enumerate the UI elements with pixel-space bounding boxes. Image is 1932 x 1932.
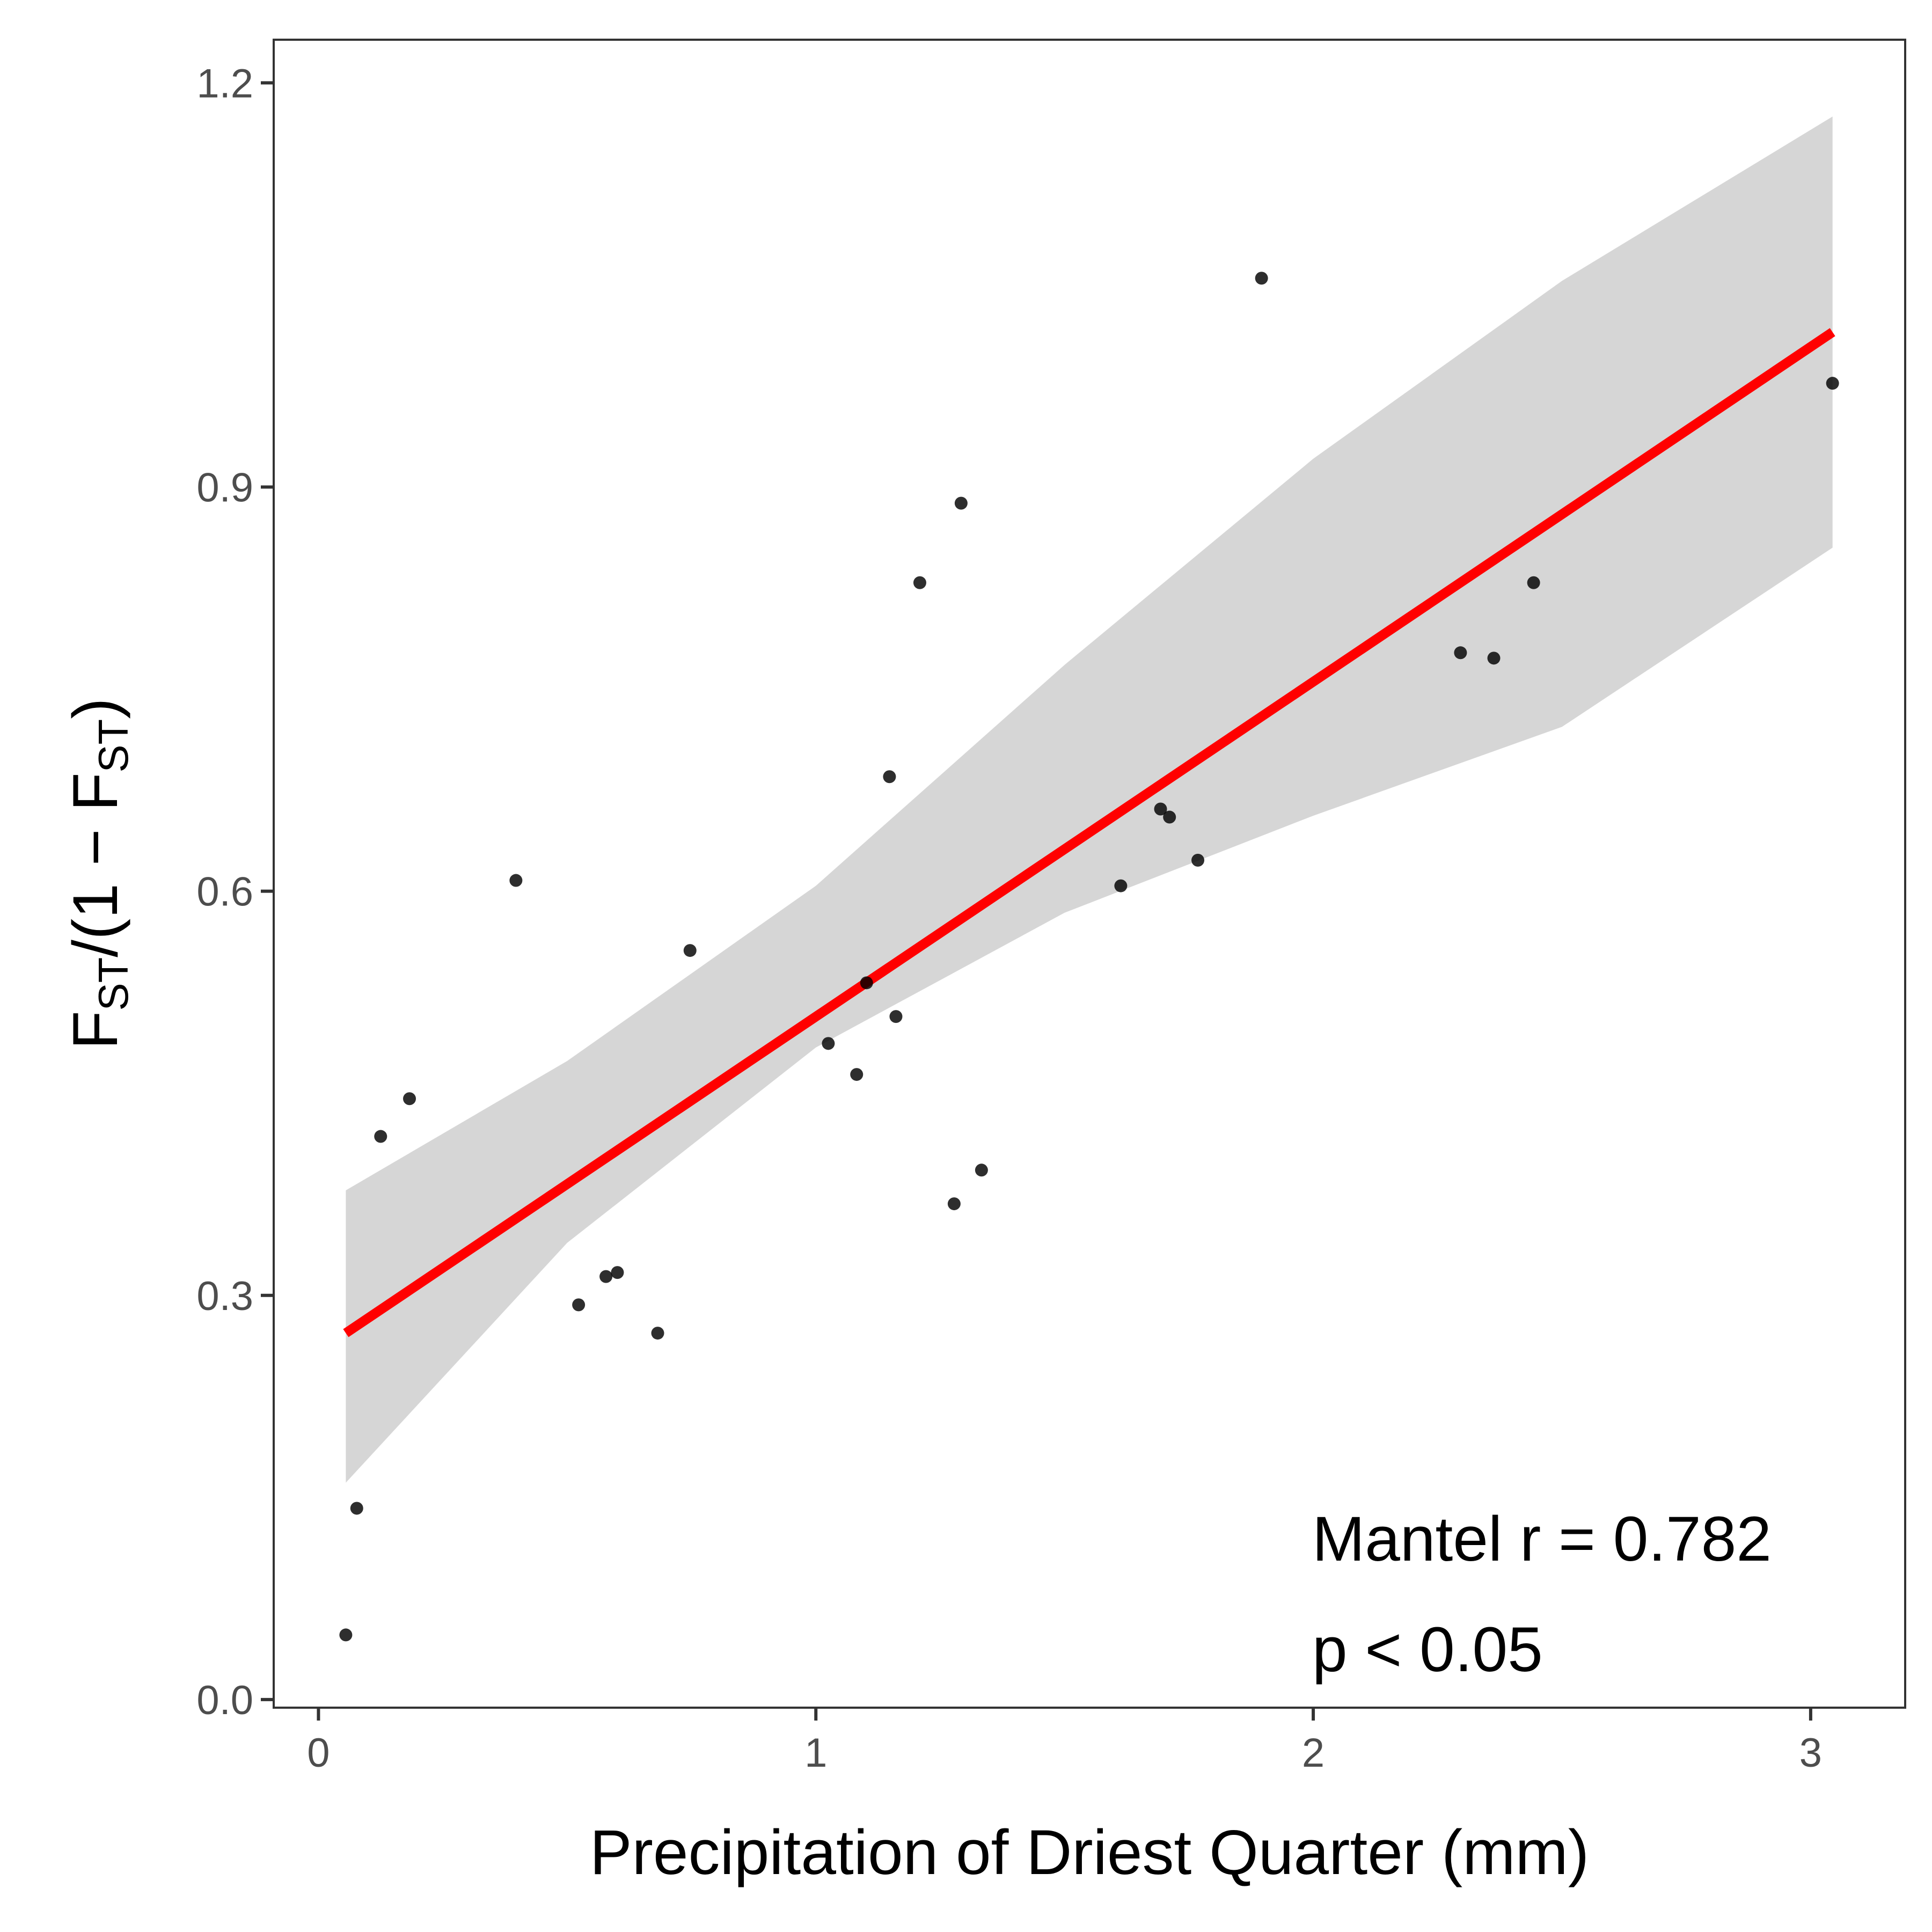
data-point-3 bbox=[374, 1130, 387, 1143]
data-point-28 bbox=[1826, 377, 1839, 390]
data-point-4 bbox=[403, 1092, 416, 1106]
data-point-18 bbox=[954, 496, 968, 510]
data-point-8 bbox=[611, 1266, 624, 1279]
data-point-16 bbox=[913, 576, 926, 589]
y-axis-title-subscript-1: ST bbox=[90, 957, 137, 1011]
data-point-14 bbox=[883, 770, 896, 784]
data-point-1 bbox=[339, 1628, 353, 1642]
y-axis: 0.0 0.3 0.6 0.9 1.2 bbox=[196, 61, 274, 1723]
x-axis-title: Precipitation of Driest Quarter (mm) bbox=[590, 1817, 1589, 1888]
mantel-r-annotation: Mantel r = 0.782 bbox=[1312, 1504, 1772, 1575]
regression-line bbox=[343, 328, 1835, 1337]
y-tick-label-0.0: 0.0 bbox=[196, 1678, 253, 1723]
data-point-10 bbox=[683, 944, 697, 957]
data-point-21 bbox=[1154, 802, 1167, 816]
fit-line-layer bbox=[343, 328, 1835, 1337]
points-layer bbox=[339, 272, 1839, 1642]
x-axis: 0 1 2 3 bbox=[307, 1708, 1822, 1776]
data-point-13 bbox=[860, 976, 873, 990]
p-value-annotation: p < 0.05 bbox=[1312, 1614, 1543, 1685]
confidence-band-layer bbox=[346, 116, 1833, 1483]
data-point-22 bbox=[1163, 810, 1176, 824]
data-point-9 bbox=[651, 1327, 664, 1340]
y-tick-label-1.2: 1.2 bbox=[196, 61, 253, 106]
data-point-12 bbox=[850, 1068, 863, 1081]
y-axis-title-prefix: F bbox=[60, 1011, 131, 1049]
data-point-26 bbox=[1487, 652, 1501, 665]
data-point-7 bbox=[599, 1270, 613, 1283]
y-axis-title-suffix: ) bbox=[60, 698, 131, 719]
data-point-17 bbox=[947, 1197, 961, 1211]
data-point-15 bbox=[889, 1010, 903, 1023]
data-point-27 bbox=[1527, 576, 1540, 589]
data-point-11 bbox=[822, 1037, 835, 1050]
data-point-24 bbox=[1255, 272, 1268, 285]
confidence-band bbox=[346, 116, 1833, 1483]
data-point-25 bbox=[1454, 646, 1467, 660]
data-point-2 bbox=[350, 1502, 363, 1515]
y-tick-label-0.3: 0.3 bbox=[196, 1274, 253, 1319]
y-axis-title-middle: /(1 − F bbox=[60, 772, 131, 957]
y-axis-title: FST/(1 − FST) bbox=[60, 698, 137, 1050]
x-tick-label-1: 1 bbox=[804, 1730, 827, 1776]
data-point-20 bbox=[1114, 879, 1128, 892]
y-tick-label-0.6: 0.6 bbox=[196, 869, 253, 915]
data-point-19 bbox=[975, 1163, 988, 1177]
data-point-6 bbox=[572, 1298, 586, 1312]
data-point-23 bbox=[1191, 853, 1205, 867]
x-tick-label-0: 0 bbox=[307, 1730, 330, 1776]
y-tick-label-0.9: 0.9 bbox=[196, 465, 253, 510]
y-axis-title-subscript-2: ST bbox=[90, 719, 137, 773]
x-tick-label-2: 2 bbox=[1302, 1730, 1324, 1776]
data-point-5 bbox=[509, 874, 523, 887]
plot-panel-border bbox=[273, 39, 1906, 1709]
x-tick-label-3: 3 bbox=[1799, 1730, 1822, 1776]
